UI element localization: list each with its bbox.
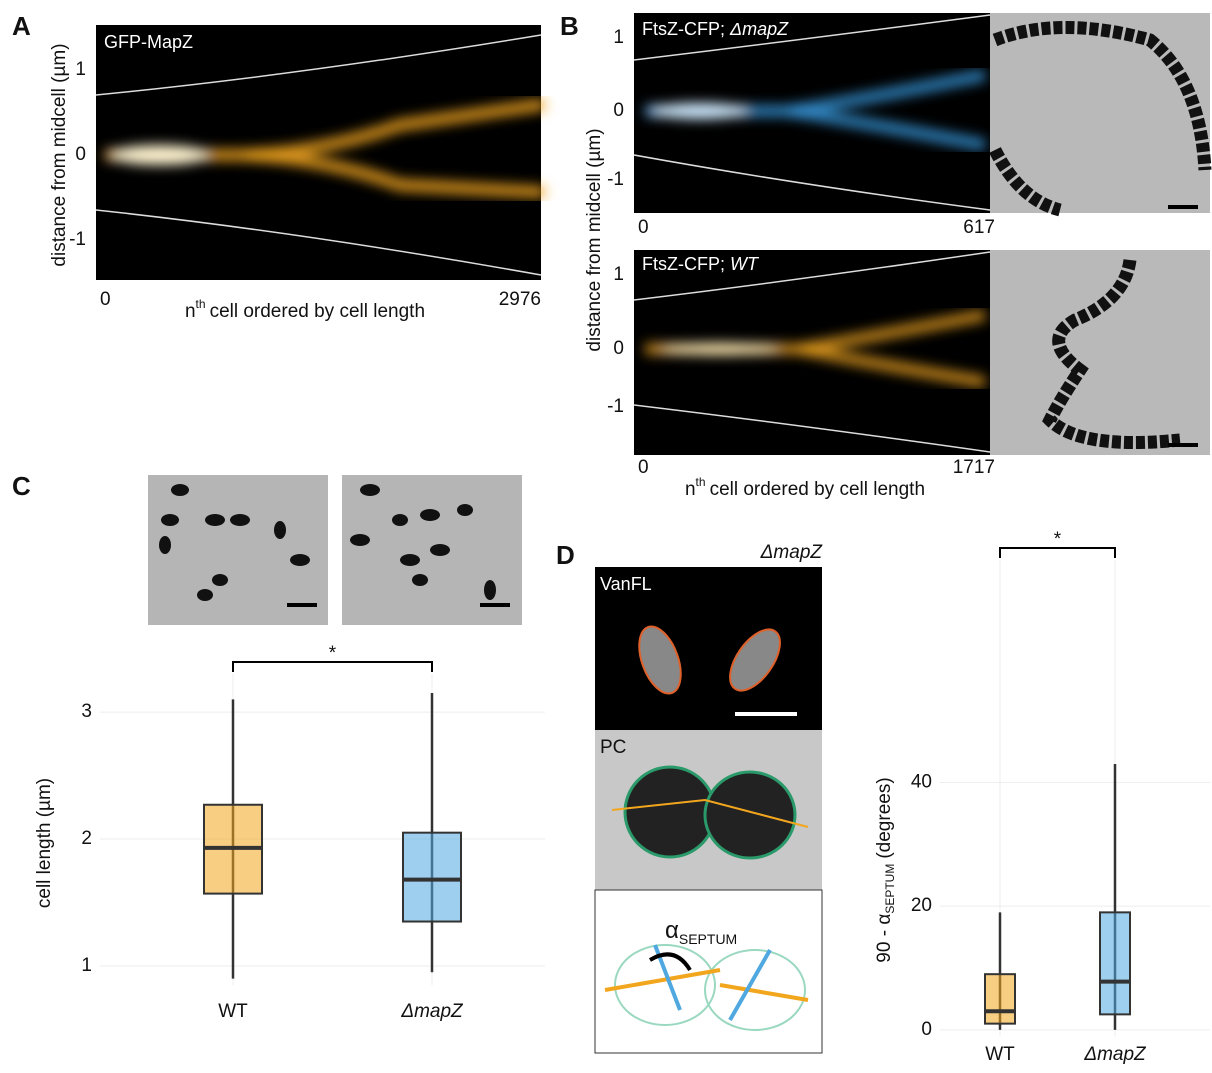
x-tick-label: ΔmapZ bbox=[400, 1001, 464, 1022]
heatmap-b-bottom bbox=[633, 250, 1210, 455]
significance-label: * bbox=[1054, 529, 1062, 550]
x-tick-label: ΔmapZ bbox=[1083, 1044, 1147, 1065]
angle-label: αSEPTUM bbox=[665, 917, 737, 946]
box bbox=[402, 831, 462, 923]
panel-label: C bbox=[12, 471, 31, 501]
y-tick-label: 1 bbox=[75, 59, 86, 80]
x-tick-label: WT bbox=[985, 1044, 1015, 1065]
y-axis-label: 90 - αSEPTUM(degrees) bbox=[874, 777, 897, 962]
x-axis-label: nth cell ordered by cell length bbox=[685, 475, 925, 500]
x-tick-label: 0 bbox=[638, 217, 649, 238]
x-tick-label: 0 bbox=[638, 457, 649, 478]
y-tick-label: 0 bbox=[75, 144, 86, 165]
y-tick-label: 0 bbox=[921, 1019, 932, 1040]
panel-title: FtsZ-CFP; WT bbox=[642, 254, 760, 274]
y-tick-label: 1 bbox=[613, 27, 624, 48]
significance-bracket bbox=[232, 661, 433, 672]
heatmap-b-top bbox=[633, 13, 1212, 217]
x-axis-label: nth cell ordered by cell length bbox=[185, 297, 425, 322]
panel-label: B bbox=[560, 11, 579, 41]
labels: A B C D GFP-MapZ FtsZ-CFP; ΔmapZ FtsZ-CF… bbox=[12, 11, 925, 963]
cell-images-c bbox=[148, 475, 522, 625]
y-tick-label: 20 bbox=[911, 895, 932, 916]
y-tick-label: 1 bbox=[81, 955, 92, 976]
y-tick-label: -1 bbox=[607, 169, 624, 190]
y-tick-label: -1 bbox=[607, 396, 624, 417]
panel-label: A bbox=[12, 11, 31, 41]
y-tick-label: 0 bbox=[613, 338, 624, 359]
heatmap-a bbox=[95, 25, 546, 280]
y-axis-label: distance from midcell (µm) bbox=[49, 43, 70, 266]
y-axis-label: cell length (µm) bbox=[34, 778, 55, 908]
x-tick-label: 0 bbox=[100, 289, 111, 310]
y-tick-label: 2 bbox=[81, 828, 92, 849]
image-label: PC bbox=[600, 737, 626, 758]
x-tick-label: 2976 bbox=[499, 289, 541, 310]
genotype-label: ΔmapZ bbox=[760, 542, 824, 563]
y-tick-label: 3 bbox=[81, 701, 92, 722]
y-axis-label: distance from midcell (µm) bbox=[584, 128, 605, 351]
x-tick-label: 617 bbox=[963, 217, 995, 238]
y-tick-label: 40 bbox=[911, 772, 932, 793]
box bbox=[984, 973, 1016, 1025]
cell-images-d bbox=[594, 567, 823, 1054]
box bbox=[1099, 911, 1131, 1016]
image-label: VanFL bbox=[600, 574, 652, 594]
y-tick-label: -1 bbox=[69, 229, 86, 250]
x-tick-label: 1717 bbox=[953, 457, 995, 478]
panel-label: D bbox=[556, 540, 575, 570]
y-tick-label: 1 bbox=[613, 264, 624, 285]
panel-title: FtsZ-CFP; ΔmapZ bbox=[642, 19, 789, 39]
panel-title: GFP-MapZ bbox=[104, 32, 193, 52]
y-tick-label: 0 bbox=[613, 100, 624, 121]
significance-label: * bbox=[329, 643, 337, 664]
x-tick-label: WT bbox=[218, 1001, 248, 1022]
significance-bracket bbox=[999, 547, 1116, 558]
